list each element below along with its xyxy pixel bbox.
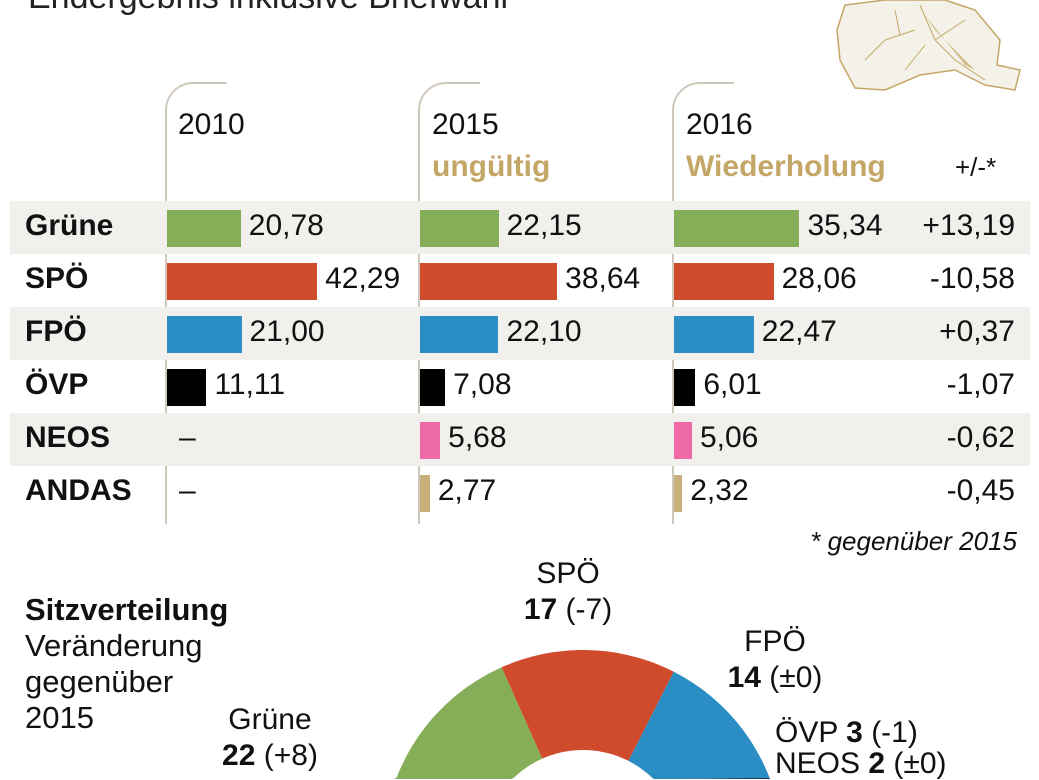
party-row-4: NEOS – 5,68 5,06 -0,62 bbox=[10, 413, 1030, 466]
seat-count: 22 bbox=[222, 739, 256, 772]
seat-count: 3 bbox=[846, 716, 863, 749]
value-2016: 5,06 bbox=[699, 421, 759, 454]
value-2010: 20,78 bbox=[248, 209, 324, 242]
bar-2015 bbox=[420, 422, 441, 459]
seat-count: 2 bbox=[868, 747, 886, 780]
bar-2015 bbox=[420, 369, 446, 406]
value-2010: 21,00 bbox=[249, 315, 325, 348]
delta-value: +0,37 bbox=[939, 315, 1015, 348]
seat-label-Grüne: Grüne 22 (+8) bbox=[170, 702, 370, 774]
bar-2015 bbox=[420, 316, 499, 353]
party-label: FPÖ bbox=[25, 315, 87, 348]
delta-value: -0,45 bbox=[946, 474, 1015, 507]
seats-subtitle-line: gegenüber bbox=[25, 664, 174, 699]
party-row-3: ÖVP 11,11 7,08 6,01 -1,07 bbox=[10, 360, 1030, 413]
value-2010: 11,11 bbox=[214, 368, 286, 401]
value-2016: 22,47 bbox=[761, 315, 837, 348]
footnote: * gegenüber 2015 bbox=[810, 526, 1017, 556]
column-divider bbox=[418, 82, 480, 524]
party-label: NEOS bbox=[25, 421, 111, 454]
column-divider bbox=[672, 82, 734, 524]
party-label: Grüne bbox=[25, 209, 114, 242]
seat-label-NEOS: NEOS 2 (±0) bbox=[775, 749, 947, 779]
value-2010: – bbox=[179, 474, 196, 507]
seats-title: Sitzverteilung bbox=[25, 592, 229, 627]
seats-subtitle-line: Veränderung bbox=[25, 628, 203, 663]
party-row-2: FPÖ 21,00 22,10 22,47 +0,37 bbox=[10, 307, 1030, 360]
value-2015: 2,77 bbox=[437, 474, 497, 507]
value-2015: 5,68 bbox=[448, 421, 507, 454]
bar-2015 bbox=[420, 210, 499, 247]
seat-change: (±0) bbox=[769, 661, 823, 694]
value-2015: 38,64 bbox=[565, 262, 641, 295]
delta-value: -0,62 bbox=[946, 421, 1015, 454]
party-row-0: Grüne 20,78 22,15 35,34 +13,19 bbox=[10, 201, 1030, 254]
bar-2015 bbox=[420, 475, 430, 512]
bar-2016 bbox=[674, 422, 692, 459]
party-name: FPÖ bbox=[744, 625, 806, 658]
seat-label-SPÖ: SPÖ 17 (-7) bbox=[468, 556, 668, 628]
slice-Grüne bbox=[383, 667, 543, 779]
party-label: ANDAS bbox=[25, 474, 132, 507]
value-2010: 42,29 bbox=[325, 262, 401, 295]
party-name: Grüne bbox=[228, 703, 312, 736]
seat-label-ÖVP: ÖVP 3 (-1) bbox=[775, 718, 918, 748]
seat-label-FPÖ: FPÖ 14 (±0) bbox=[675, 624, 875, 696]
bar-2010 bbox=[167, 210, 241, 247]
column-divider bbox=[165, 82, 227, 524]
seat-count: 14 bbox=[727, 661, 761, 694]
value-2015: 22,15 bbox=[506, 209, 582, 242]
value-2015: 22,10 bbox=[506, 315, 582, 348]
col-year-2016: 2016 bbox=[686, 108, 753, 141]
value-2010: – bbox=[179, 421, 196, 454]
bar-2010 bbox=[167, 316, 242, 353]
seats-subtitle-line: 2015 bbox=[25, 700, 94, 735]
value-2016: 6,01 bbox=[703, 368, 762, 401]
party-name: ÖVP bbox=[775, 716, 838, 749]
value-2016: 35,34 bbox=[807, 209, 883, 242]
slice-FPÖ bbox=[628, 671, 770, 779]
slice-SPÖ bbox=[501, 650, 674, 761]
col-note-2015: ungültig bbox=[432, 150, 551, 183]
delta-header: +/-* bbox=[955, 152, 997, 182]
value-2016: 2,32 bbox=[690, 474, 749, 507]
party-row-1: SPÖ 42,29 38,64 28,06 -10,58 bbox=[10, 254, 1030, 307]
seat-change: (±0) bbox=[893, 747, 947, 780]
col-note-2016: Wiederholung bbox=[686, 150, 886, 183]
value-2016: 28,06 bbox=[781, 262, 857, 295]
party-label: ÖVP bbox=[25, 368, 89, 401]
delta-value: -1,07 bbox=[946, 368, 1015, 401]
col-year-2015: 2015 bbox=[432, 108, 499, 141]
bar-2010 bbox=[167, 369, 207, 406]
party-label: SPÖ bbox=[25, 262, 89, 295]
bar-2016 bbox=[674, 316, 754, 353]
col-year-2010: 2010 bbox=[178, 108, 245, 141]
bar-2010 bbox=[167, 263, 318, 300]
party-name: NEOS bbox=[775, 747, 861, 780]
seat-change: (-7) bbox=[565, 593, 613, 626]
bar-2016 bbox=[674, 263, 774, 300]
bar-2016 bbox=[674, 210, 800, 247]
delta-value: -10,58 bbox=[929, 262, 1015, 295]
bar-2015 bbox=[420, 263, 558, 300]
seat-change: (+8) bbox=[263, 739, 318, 772]
bar-2016 bbox=[674, 369, 696, 406]
subtitle: Endergebnis inklusive Briefwahl bbox=[28, 0, 508, 17]
party-row-5: ANDAS – 2,77 2,32 -0,45 bbox=[10, 466, 1030, 519]
delta-value: +13,19 bbox=[922, 209, 1015, 242]
bar-2016 bbox=[674, 475, 683, 512]
value-2015: 7,08 bbox=[453, 368, 512, 401]
vienna-map-icon bbox=[836, 0, 1021, 91]
party-name: SPÖ bbox=[536, 557, 600, 590]
seat-change: (-1) bbox=[871, 716, 918, 749]
seat-count: 17 bbox=[523, 593, 558, 626]
